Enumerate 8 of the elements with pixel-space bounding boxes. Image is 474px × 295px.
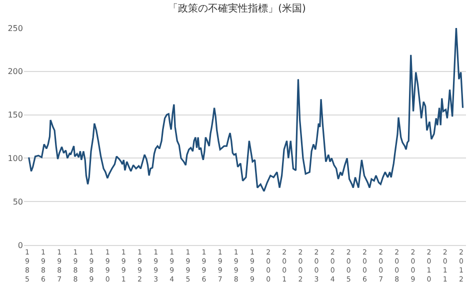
y-tick-label: 200 [8, 67, 23, 76]
chart-title: 「政策の不確実性指標」(米国) [168, 2, 306, 14]
y-tick-label: 0 [18, 240, 23, 250]
line-series [28, 28, 464, 192]
y-tick-label: 150 [8, 110, 23, 120]
y-tick-label: 100 [8, 154, 23, 163]
y-tick-label: 50 [12, 197, 23, 206]
y-tick-label: 250 [8, 24, 23, 33]
